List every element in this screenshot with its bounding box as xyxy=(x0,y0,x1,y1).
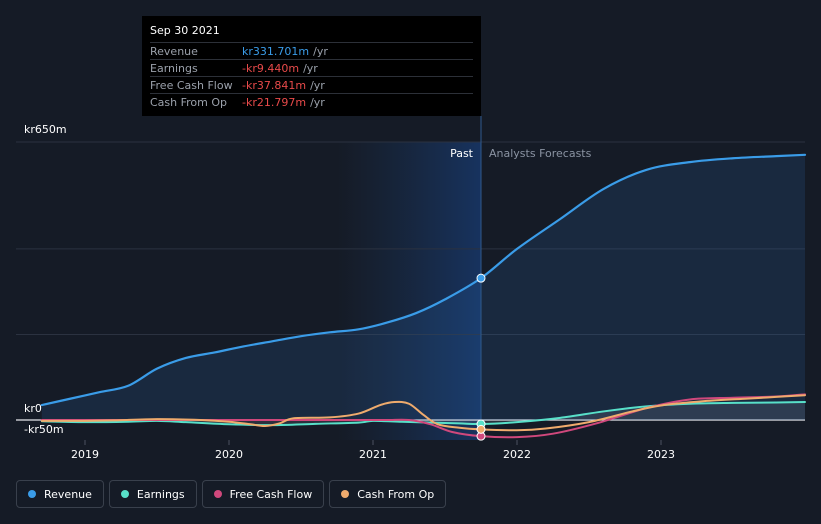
legend-item-earnings[interactable]: Earnings xyxy=(108,480,197,508)
past-highlight-band xyxy=(337,142,481,440)
legend-dot-icon xyxy=(213,490,222,498)
tooltip-date: Sep 30 2021 xyxy=(150,24,220,37)
tooltip-row-unit: /yr xyxy=(310,78,325,92)
tooltip-row: Free Cash Flow -kr37.841m/yr xyxy=(150,76,473,93)
legend-dot-icon xyxy=(28,490,36,498)
revenue-marker xyxy=(476,273,486,283)
tooltip-row: Cash From Op -kr21.797m/yr xyxy=(150,93,473,110)
legend-item-cash-from-op[interactable]: Cash From Op xyxy=(329,480,447,508)
tooltip-row-value: -kr37.841m xyxy=(242,78,307,92)
tooltip-row-unit: /yr xyxy=(303,61,318,75)
legend-label: Free Cash Flow xyxy=(229,487,313,501)
cash-from-op-line xyxy=(40,394,806,432)
tooltip-row-label: Earnings xyxy=(150,61,198,75)
tooltip-row-unit: /yr xyxy=(310,95,325,109)
revenue-line xyxy=(40,153,807,407)
legend-label: Cash From Op xyxy=(357,487,435,501)
y-tick-label: kr0 xyxy=(24,402,42,415)
tooltip-row-label: Cash From Op xyxy=(150,95,228,109)
tooltip-row-value: -kr21.797m xyxy=(242,95,307,109)
legend: Revenue Earnings Free Cash Flow Cash From O… xyxy=(16,480,447,508)
tooltip-row: Earnings -kr9.440m/yr xyxy=(150,59,473,76)
x-tick-label: 2019 xyxy=(71,448,99,461)
x-tick-label: 2022 xyxy=(503,448,531,461)
free-cash-flow-line xyxy=(40,393,806,439)
tooltip-row-label: Revenue xyxy=(150,44,198,58)
forecast-label: Analysts Forecasts xyxy=(489,147,592,160)
y-tick-label: kr650m xyxy=(24,123,67,136)
legend-label: Earnings xyxy=(136,487,185,501)
tooltip-row-label: Free Cash Flow xyxy=(150,78,233,92)
legend-item-free-cash-flow[interactable]: Free Cash Flow xyxy=(201,480,325,508)
y-tick-label: -kr50m xyxy=(24,423,64,436)
legend-dot-icon xyxy=(120,490,129,498)
tooltip-row-value: -kr9.440m xyxy=(242,61,300,75)
tooltip-row: Revenue kr331.701m/yr xyxy=(150,42,473,59)
legend-label: Revenue xyxy=(44,487,92,501)
x-tick-label: 2021 xyxy=(359,448,387,461)
x-tick-label: 2020 xyxy=(215,448,243,461)
legend-item-revenue[interactable]: Revenue xyxy=(16,480,104,508)
earnings-area xyxy=(41,402,806,426)
tooltip-row-value: kr331.701m xyxy=(242,44,310,58)
legend-dot-icon xyxy=(341,490,350,498)
past-label: Past xyxy=(450,147,474,160)
tooltip-row-unit: /yr xyxy=(313,44,328,58)
tooltip: Sep 30 2021 Revenue kr331.701m/yr Earnings… xyxy=(142,16,481,116)
x-tick-label: 2023 xyxy=(647,448,675,461)
cash-from-op-marker xyxy=(476,424,486,434)
revenue-area xyxy=(41,154,806,421)
